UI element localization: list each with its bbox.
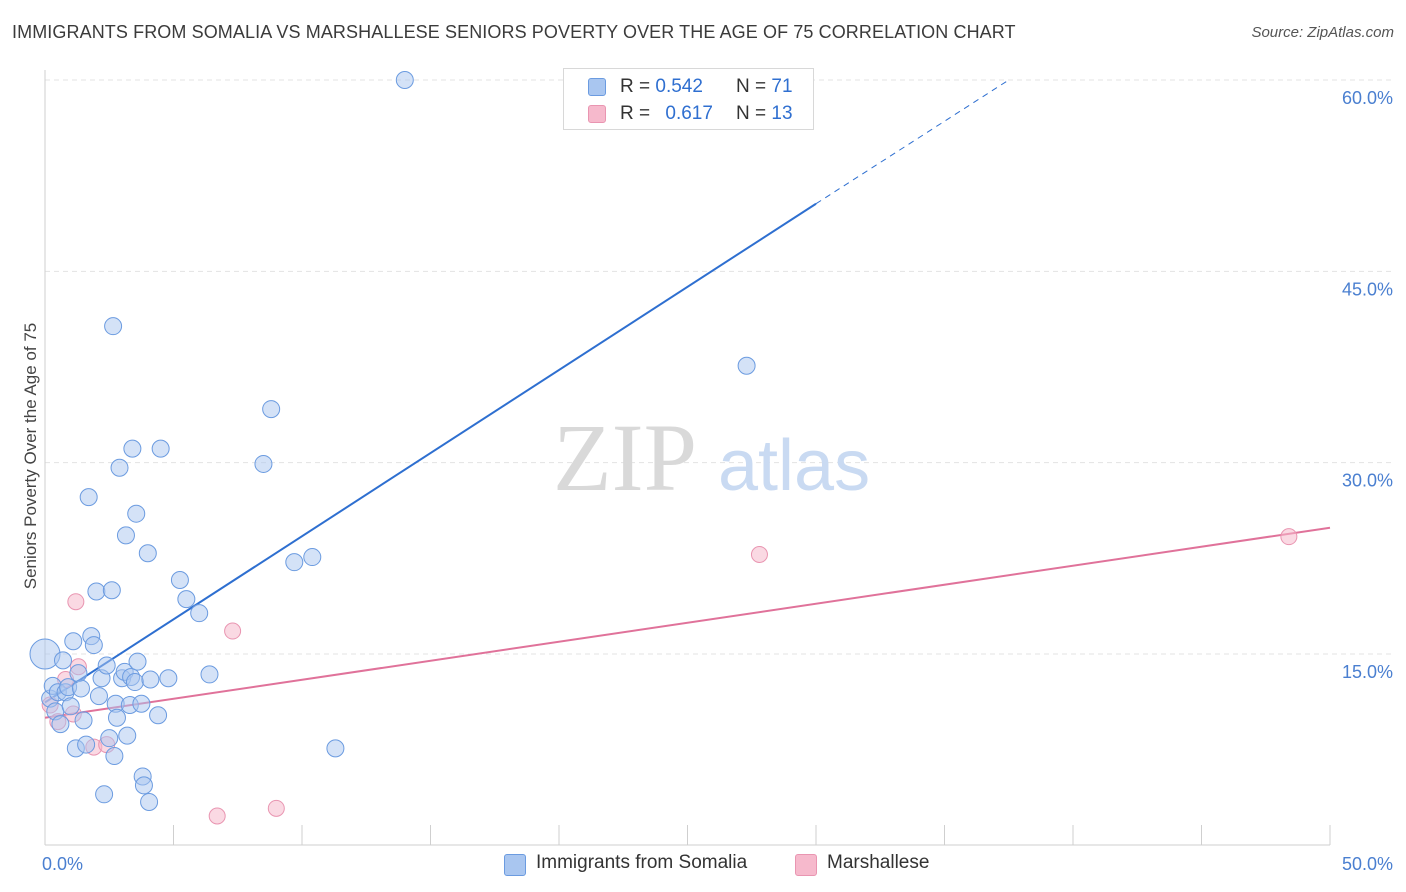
y-tick-label-1: 30.0% bbox=[1342, 471, 1393, 491]
point-somalia-37 bbox=[123, 439, 142, 458]
watermark-zip: ZIP bbox=[553, 404, 697, 511]
legend-n-label: N = bbox=[736, 103, 767, 124]
watermark-atlas: atlas bbox=[718, 426, 870, 506]
point-somalia-27 bbox=[105, 747, 124, 766]
point-somalia-46 bbox=[140, 792, 159, 811]
point-somalia-23 bbox=[97, 656, 116, 675]
point-somalia-22 bbox=[95, 785, 114, 804]
y-tick-label-2: 45.0% bbox=[1342, 279, 1393, 299]
y-tick-labels: 15.0% 30.0% 45.0% 60.0% bbox=[1342, 88, 1393, 682]
legend-n-value: 13 bbox=[771, 103, 793, 124]
legend-r-somalia: R = 0.542 bbox=[620, 76, 703, 98]
point-somalia-41 bbox=[132, 694, 151, 713]
point-marshallese-4 bbox=[67, 593, 85, 611]
trend-line-somalia-extension bbox=[815, 79, 1010, 205]
point-somalia-45 bbox=[141, 670, 160, 689]
point-somalia-49 bbox=[159, 669, 178, 688]
legend-r-marshallese: R = 0.617 bbox=[620, 103, 713, 125]
point-somalia-33 bbox=[116, 526, 135, 545]
point-somalia-25 bbox=[102, 581, 121, 600]
point-somalia-24 bbox=[100, 729, 119, 748]
point-somalia-48 bbox=[151, 439, 170, 458]
somalia-points bbox=[29, 71, 756, 811]
point-somalia-34 bbox=[118, 726, 137, 745]
y-tick-label-0: 15.0% bbox=[1342, 662, 1393, 682]
point-somalia-19 bbox=[87, 582, 106, 601]
point-somalia-40 bbox=[128, 652, 147, 671]
point-somalia-6 bbox=[53, 651, 72, 670]
legend-n-somalia: N = 71 bbox=[736, 76, 793, 98]
point-somalia-26 bbox=[104, 317, 123, 336]
legend-n-marshallese: N = 13 bbox=[736, 103, 793, 125]
legend-n-label: N = bbox=[736, 76, 767, 97]
point-somalia-20 bbox=[89, 687, 108, 706]
point-somalia-57 bbox=[303, 548, 322, 567]
point-somalia-30 bbox=[110, 458, 129, 477]
grid-lines bbox=[45, 79, 1395, 655]
point-marshallese-10 bbox=[267, 799, 285, 817]
legend-r-label: R = bbox=[620, 103, 651, 124]
point-somalia-54 bbox=[254, 454, 273, 473]
point-somalia-14 bbox=[74, 711, 93, 730]
legend-r-value: 0.542 bbox=[655, 76, 703, 97]
trend-line-somalia bbox=[44, 202, 817, 704]
point-marshallese-11 bbox=[750, 546, 768, 564]
point-somalia-39 bbox=[127, 504, 146, 523]
legend-swatch-somalia bbox=[588, 78, 606, 96]
point-somalia-47 bbox=[149, 706, 168, 725]
point-marshallese-12 bbox=[1280, 528, 1298, 546]
point-somalia-51 bbox=[177, 590, 196, 609]
axes bbox=[44, 70, 1331, 846]
point-somalia-15 bbox=[77, 735, 96, 754]
point-somalia-53 bbox=[200, 665, 219, 684]
point-somalia-44 bbox=[138, 544, 157, 563]
point-marshallese-8 bbox=[208, 807, 226, 825]
y-axis-label: Seniors Poverty Over the Age of 75 bbox=[21, 323, 40, 589]
point-somalia-50 bbox=[170, 571, 189, 590]
point-somalia-29 bbox=[107, 708, 126, 727]
trend-lines bbox=[44, 79, 1331, 719]
y-tick-label-3: 60.0% bbox=[1342, 88, 1393, 108]
point-somalia-13 bbox=[71, 679, 90, 698]
point-somalia-60 bbox=[737, 356, 756, 375]
trend-line-marshallese bbox=[44, 526, 1331, 719]
bottom-legend-swatch-somalia bbox=[504, 854, 526, 876]
correlation-legend: R = 0.542 N = 71 R = 0.617 N = 13 bbox=[563, 68, 814, 130]
point-somalia-18 bbox=[84, 636, 103, 655]
point-somalia-38 bbox=[125, 673, 144, 692]
point-somalia-9 bbox=[61, 697, 80, 716]
x-tick-label-0: 0.0% bbox=[42, 854, 83, 874]
watermark: ZIP atlas bbox=[553, 404, 870, 511]
legend-r-value: 0.617 bbox=[665, 103, 713, 124]
x-tick-label-1: 50.0% bbox=[1342, 854, 1393, 874]
legend-swatch-marshallese bbox=[588, 105, 606, 123]
legend-n-value: 71 bbox=[771, 76, 793, 97]
marshallese-points bbox=[41, 528, 1298, 825]
point-marshallese-9 bbox=[224, 622, 242, 640]
point-somalia-59 bbox=[395, 71, 414, 89]
point-somalia-43 bbox=[134, 776, 153, 795]
legend-r-label: R = bbox=[620, 76, 651, 97]
bottom-legend-swatch-marshallese bbox=[795, 854, 817, 876]
chart-title: IMMIGRANTS FROM SOMALIA VS MARSHALLESE S… bbox=[12, 22, 1016, 42]
point-somalia-55 bbox=[262, 400, 281, 419]
source-label: Source: ZipAtlas.com bbox=[1251, 24, 1394, 41]
bottom-legend-label-somalia: Immigrants from Somalia bbox=[536, 852, 748, 873]
point-somalia-58 bbox=[326, 739, 345, 758]
x-tick-labels: 0.0% 50.0% bbox=[42, 854, 1393, 874]
point-somalia-56 bbox=[285, 553, 304, 572]
point-somalia-16 bbox=[79, 488, 98, 507]
bottom-legend-label-marshallese: Marshallese bbox=[827, 852, 930, 873]
point-somalia-5 bbox=[51, 715, 70, 734]
point-somalia-12 bbox=[69, 664, 88, 683]
point-somalia-52 bbox=[190, 604, 209, 623]
point-somalia-10 bbox=[64, 632, 83, 651]
